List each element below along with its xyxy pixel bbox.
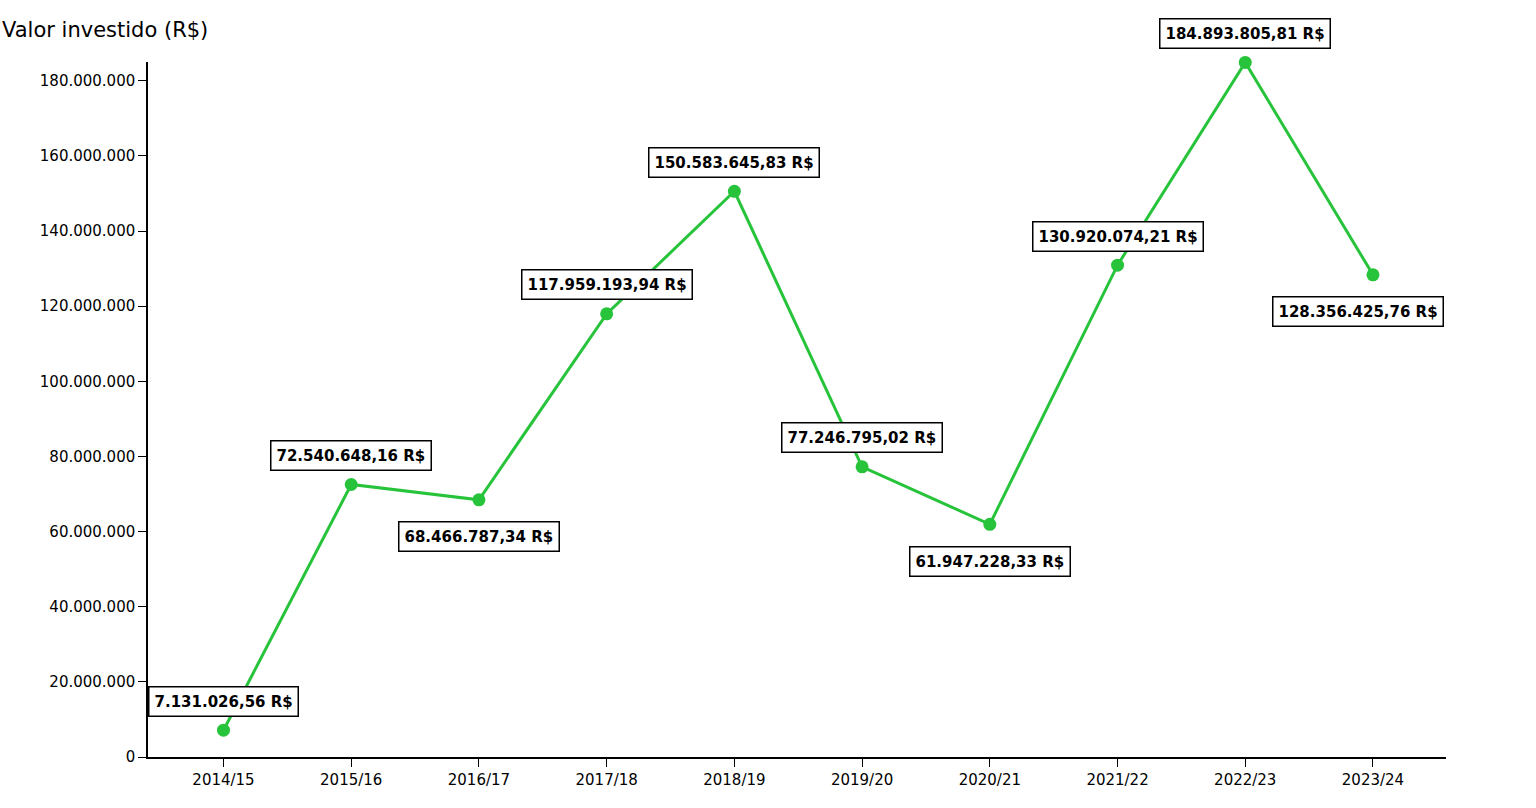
svg-text:117.959.193,94 R$: 117.959.193,94 R$ — [528, 276, 687, 294]
svg-text:2021/22: 2021/22 — [1086, 771, 1148, 789]
svg-text:120.000.000: 120.000.000 — [40, 297, 135, 315]
svg-text:2017/18: 2017/18 — [575, 771, 637, 789]
svg-text:68.466.787,34 R$: 68.466.787,34 R$ — [405, 528, 554, 546]
svg-text:2019/20: 2019/20 — [831, 771, 893, 789]
svg-text:2018/19: 2018/19 — [703, 771, 765, 789]
svg-text:20.000.000: 20.000.000 — [49, 673, 135, 691]
svg-text:77.246.795,02 R$: 77.246.795,02 R$ — [788, 429, 937, 447]
svg-text:128.356.425,76 R$: 128.356.425,76 R$ — [1279, 303, 1438, 321]
svg-text:180.000.000: 180.000.000 — [40, 72, 135, 90]
svg-text:184.893.805,81 R$: 184.893.805,81 R$ — [1166, 25, 1325, 43]
svg-text:40.000.000: 40.000.000 — [49, 598, 135, 616]
svg-text:130.920.074,21 R$: 130.920.074,21 R$ — [1039, 228, 1198, 246]
svg-text:160.000.000: 160.000.000 — [40, 147, 135, 165]
svg-text:0: 0 — [126, 748, 136, 766]
svg-text:Valor investido (R$): Valor investido (R$) — [2, 18, 208, 42]
svg-text:2022/23: 2022/23 — [1214, 771, 1276, 789]
svg-text:80.000.000: 80.000.000 — [49, 448, 135, 466]
svg-text:61.947.228,33 R$: 61.947.228,33 R$ — [916, 553, 1065, 571]
svg-text:150.583.645,83 R$: 150.583.645,83 R$ — [655, 154, 814, 172]
svg-text:2016/17: 2016/17 — [448, 771, 510, 789]
svg-text:100.000.000: 100.000.000 — [40, 373, 135, 391]
svg-text:60.000.000: 60.000.000 — [49, 523, 135, 541]
svg-text:72.540.648,16 R$: 72.540.648,16 R$ — [277, 447, 426, 465]
svg-text:2020/21: 2020/21 — [959, 771, 1021, 789]
svg-text:2014/15: 2014/15 — [192, 771, 254, 789]
svg-text:2015/16: 2015/16 — [320, 771, 382, 789]
svg-text:140.000.000: 140.000.000 — [40, 222, 135, 240]
svg-text:2023/24: 2023/24 — [1342, 771, 1404, 789]
svg-text:7.131.026,56 R$: 7.131.026,56 R$ — [155, 693, 293, 711]
